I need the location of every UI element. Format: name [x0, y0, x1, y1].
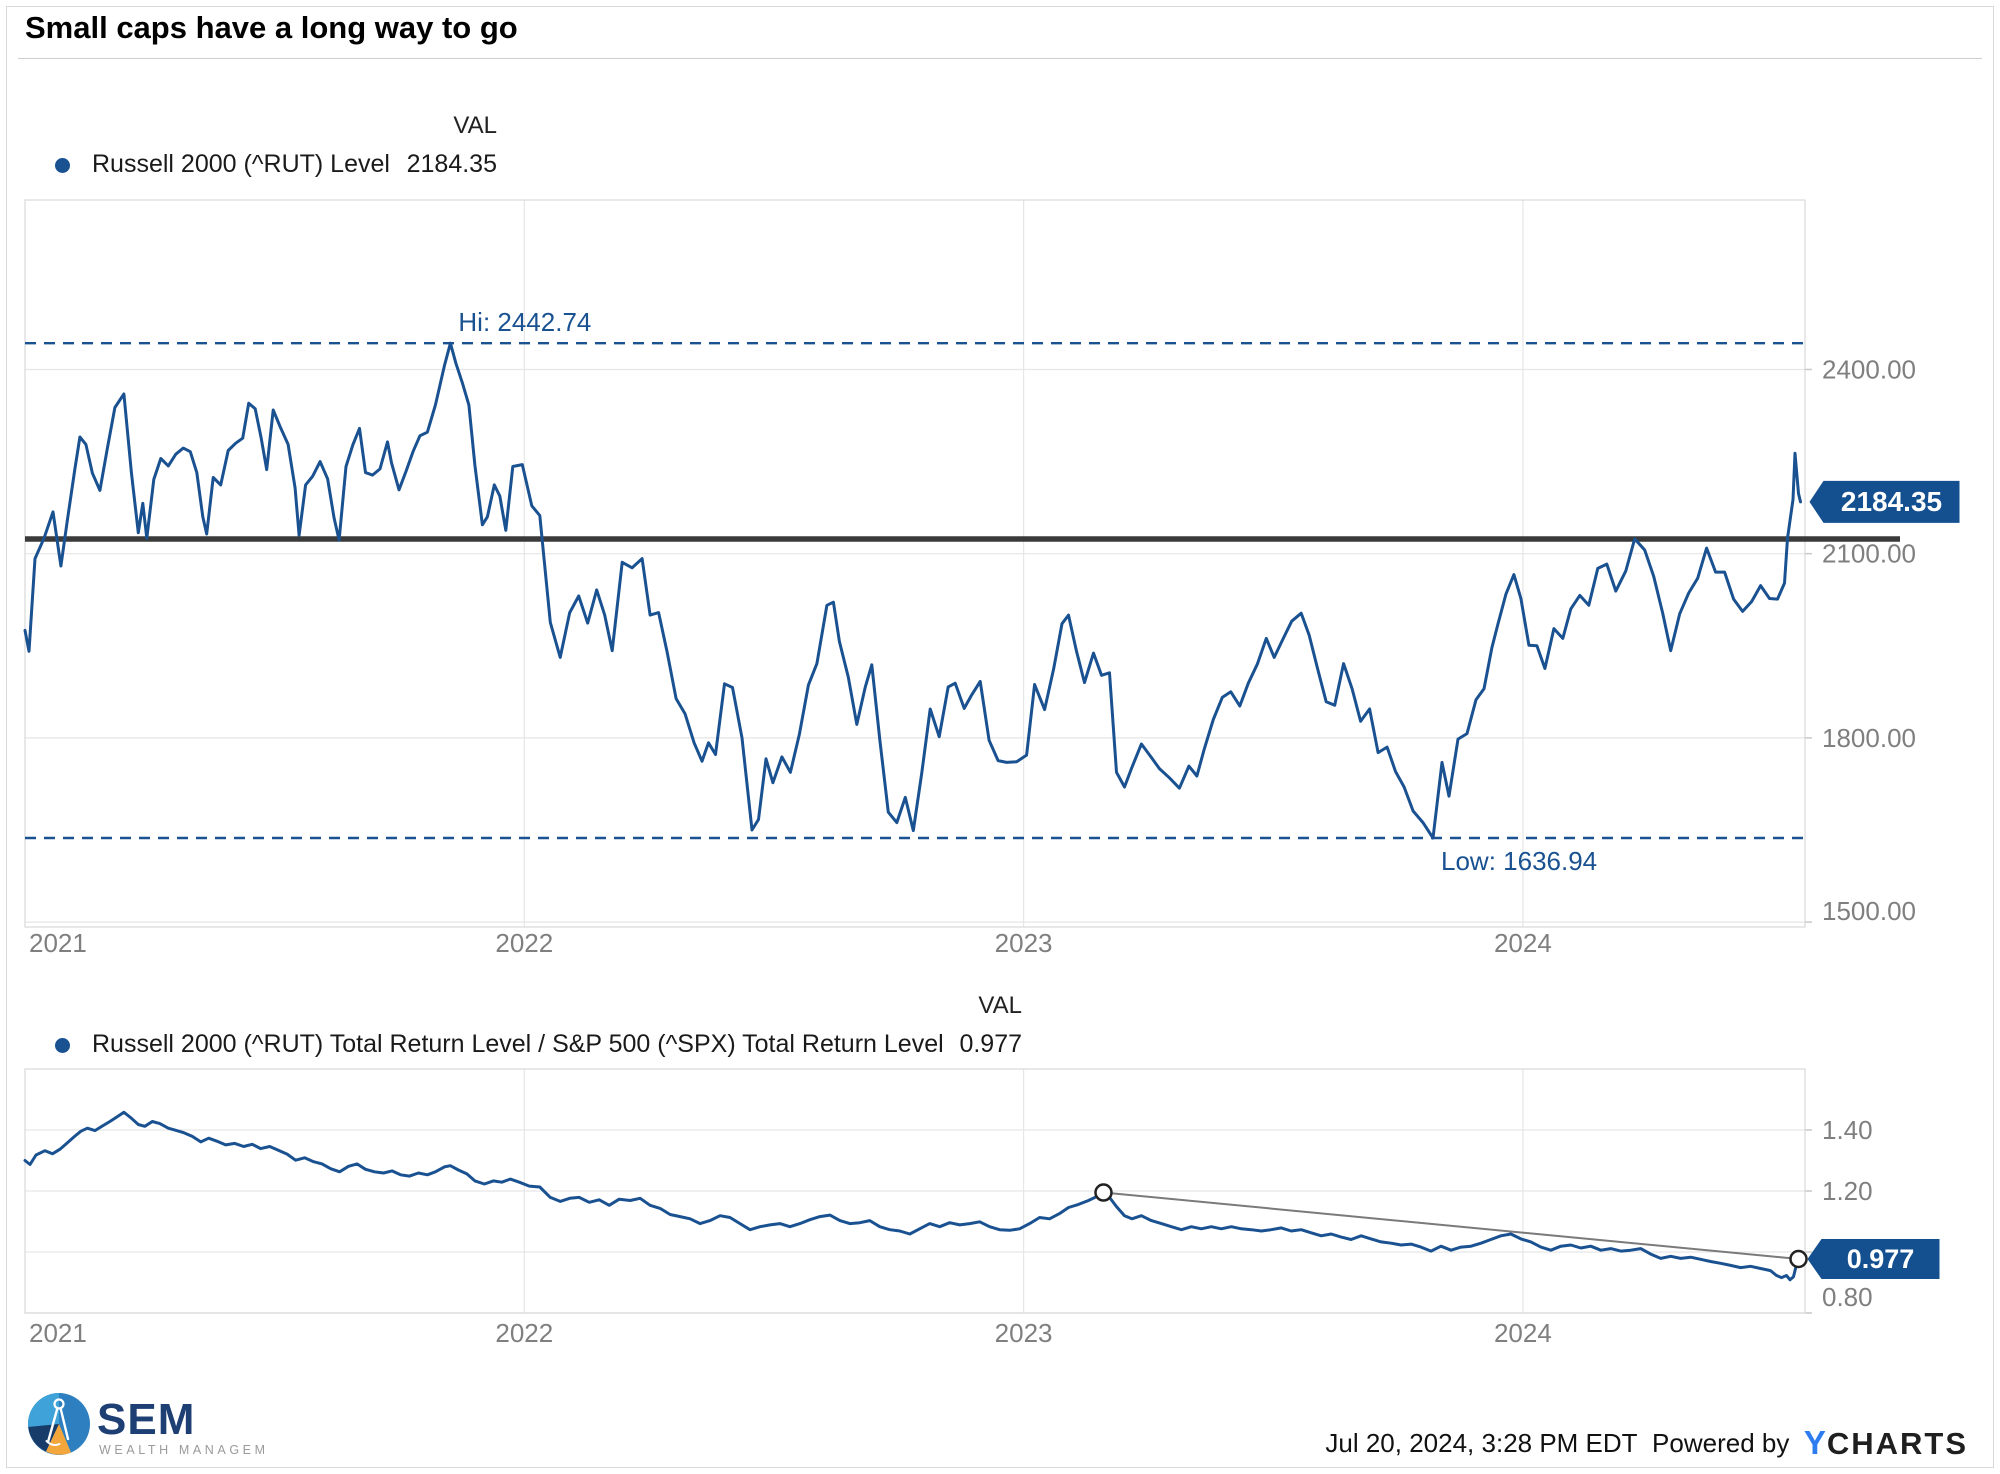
val-column-header: VAL	[978, 992, 1022, 1019]
y-axis-label: 2400.00	[1822, 354, 1916, 384]
powered-by-label: Powered by	[1652, 1428, 1790, 1458]
legend-value-rut-level: 2184.35	[406, 150, 497, 178]
x-axis-label: 2021	[29, 928, 87, 958]
x-axis-label: 2022	[495, 1318, 553, 1348]
legend-label-rut-spx-ratio: Russell 2000 (^RUT) Total Return Level /…	[92, 1030, 944, 1058]
title-divider	[18, 58, 1982, 59]
low-label: Low: 1636.94	[1441, 846, 1597, 876]
legend-dot-icon	[55, 158, 70, 173]
plot-border	[24, 199, 1806, 928]
y-axis-label: 1800.00	[1822, 723, 1916, 753]
timestamp: Jul 20, 2024, 3:28 PM EDT	[1325, 1428, 1638, 1458]
caliper-icon	[45, 1398, 70, 1446]
footer-attribution: Jul 20, 2024, 3:28 PM EDT Powered by YCH…	[1000, 1424, 1968, 1462]
plot-border	[24, 1068, 1806, 1314]
x-axis-label: 2022	[495, 928, 553, 958]
trend-endpoint-marker	[1094, 1183, 1113, 1202]
sem-brand-subtext: WEALTH MANAGEMENT	[99, 1443, 265, 1457]
y-axis-label: 1500.00	[1822, 896, 1916, 926]
y-axis-label: 2100.00	[1822, 539, 1916, 569]
y-axis-label: 1.40	[1822, 1115, 1873, 1145]
series-line	[23, 341, 1802, 840]
sem-brand-text: SEM	[97, 1395, 195, 1444]
series-line	[23, 1110, 1800, 1282]
val-column-header: VAL	[453, 112, 497, 139]
page-title: Small caps have a long way to go	[25, 10, 518, 45]
x-axis-label: 2023	[995, 1318, 1053, 1348]
x-axis-label: 2024	[1494, 1318, 1552, 1348]
x-axis-label: 2023	[995, 928, 1053, 958]
trend-line	[1103, 1191, 1799, 1261]
sem-logo: SEM WEALTH MANAGEMENT	[28, 1393, 265, 1457]
value-badge	[1809, 480, 1960, 523]
y-axis-label: 0.80	[1822, 1282, 1873, 1312]
legend-value-rut-spx-ratio: 0.977	[959, 1030, 1022, 1058]
value-badge-text: 0.977	[1847, 1244, 1915, 1274]
ycharts-logo-y: Y	[1803, 1424, 1827, 1461]
legend-label-rut-level: Russell 2000 (^RUT) Level	[92, 150, 390, 178]
x-axis-label: 2021	[29, 1318, 87, 1348]
value-badge-text: 2184.35	[1841, 486, 1942, 517]
ycharts-logo-text: CHARTS	[1826, 1426, 1968, 1461]
legend-dot-icon	[55, 1038, 70, 1053]
sem-logo-mark	[28, 1393, 90, 1455]
y-axis-label: 1.20	[1822, 1176, 1873, 1206]
trend-endpoint-marker	[1789, 1249, 1808, 1269]
x-axis-label: 2024	[1494, 928, 1552, 958]
value-badge	[1807, 1239, 1940, 1280]
hi-label: Hi: 2442.74	[458, 307, 591, 337]
